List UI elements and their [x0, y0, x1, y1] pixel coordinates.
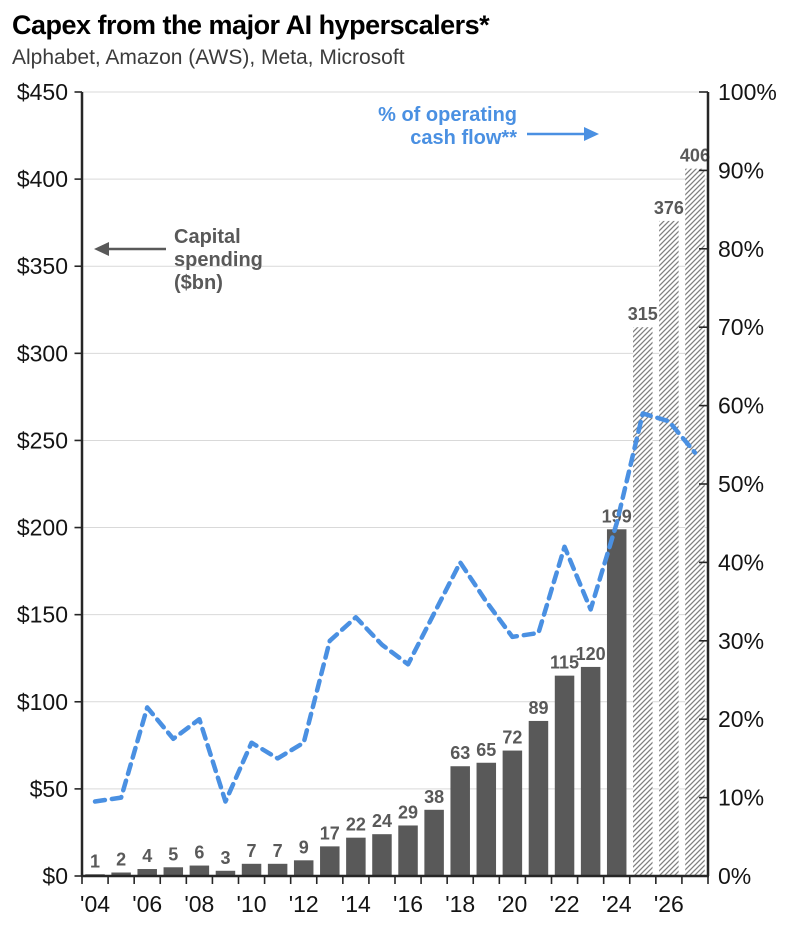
pct-cash-flow-line — [92, 411, 698, 804]
bar-value-label: 120 — [576, 644, 606, 664]
bar-value-label: 6 — [194, 843, 204, 863]
bar-value-label: 315 — [628, 304, 658, 324]
bar-2024 — [606, 529, 627, 876]
bar-value-label: 65 — [476, 740, 496, 760]
left-axis-label: $450 — [17, 79, 68, 105]
right-axis-label: 30% — [718, 628, 764, 654]
capital-spending-annotation: Capital spending ($bn) — [174, 226, 316, 295]
right-axis-label: 50% — [718, 471, 764, 497]
bar-2021 — [528, 720, 549, 876]
pct-cash-flow-label: % of operating cash flow** — [378, 104, 517, 149]
left-axis-label: $400 — [17, 166, 68, 192]
bar-value-label: 63 — [450, 743, 470, 763]
chart-subtitle: Alphabet, Amazon (AWS), Meta, Microsoft — [12, 46, 405, 69]
x-axis-label: '04 — [80, 891, 110, 917]
bar-value-label: 29 — [398, 802, 418, 822]
bar-value-label: 376 — [654, 198, 684, 218]
bar-value-label: 1 — [90, 851, 100, 871]
left-axis-label: $150 — [17, 602, 68, 628]
capital-spending-label: Capital spending ($bn) — [174, 226, 263, 294]
estimate-bar-2027 — [685, 168, 705, 876]
right-axis-label: 40% — [718, 549, 764, 575]
x-axis-label: '24 — [602, 891, 632, 917]
bar-value-label: 24 — [372, 811, 392, 831]
right-arrow-head — [584, 127, 599, 141]
left-axis-label: $300 — [17, 340, 68, 366]
x-axis-label: '06 — [132, 891, 162, 917]
left-axis-label: $50 — [30, 776, 68, 802]
right-axis-label: 100% — [718, 79, 777, 105]
left-axis-label: $200 — [17, 515, 68, 541]
bar-value-label: 2 — [116, 850, 126, 870]
x-axis-label: '26 — [654, 891, 684, 917]
capex-bars — [85, 168, 705, 876]
bar-2017 — [424, 809, 444, 876]
x-axis-label: '18 — [445, 891, 475, 917]
chart-title: Capex from the major AI hyperscalers* — [12, 10, 490, 40]
bar-value-label: 406 — [680, 146, 710, 166]
left-axis-label: $250 — [17, 427, 68, 453]
bar-2013 — [320, 846, 340, 876]
bar-value-label: 3 — [220, 848, 230, 868]
right-axis-label: 80% — [718, 236, 764, 262]
bar-2009 — [215, 870, 236, 876]
x-axis-label: '22 — [550, 891, 580, 917]
bar-value-label: 5 — [168, 844, 178, 864]
bar-2007 — [163, 867, 184, 876]
x-axis-label: '16 — [393, 891, 423, 917]
right-axis-label: 90% — [718, 157, 764, 183]
bar-value-label: 199 — [602, 506, 632, 526]
x-axis-label: '14 — [341, 891, 371, 917]
bar-2015 — [372, 834, 392, 876]
bar-value-label: 89 — [528, 698, 548, 718]
bar-2016 — [398, 825, 418, 876]
annotation-arrows — [94, 127, 599, 256]
left-axis-label: $100 — [17, 689, 68, 715]
left-arrow-head — [94, 242, 109, 256]
bar-value-label: 17 — [320, 823, 340, 843]
x-axis-label: '10 — [237, 891, 267, 917]
bar-value-label: 22 — [346, 815, 366, 835]
bar-value-label: 115 — [550, 653, 579, 673]
bar-2023 — [580, 666, 601, 876]
right-axis-label: 10% — [718, 785, 764, 811]
pct-cash-flow-annotation: % of operating cash flow** — [357, 104, 517, 150]
bar-2020 — [502, 750, 523, 876]
bar-value-label: 7 — [273, 841, 283, 861]
bar-2018 — [450, 766, 470, 876]
bar-2010 — [241, 863, 262, 876]
bar-2019 — [476, 762, 497, 876]
bar-2022 — [554, 675, 575, 876]
bar-value-label: 72 — [502, 728, 522, 748]
axes — [74, 91, 710, 884]
bar-2011 — [267, 863, 288, 876]
bar-2014 — [346, 837, 366, 876]
left-axis-label: $350 — [17, 253, 68, 279]
estimate-bar-2025 — [633, 327, 653, 876]
bar-value-label: 38 — [424, 787, 444, 807]
estimate-bar-2026 — [659, 220, 679, 876]
bar-2005 — [111, 872, 131, 876]
x-axis-label: '08 — [184, 891, 214, 917]
right-axis-label: 70% — [718, 314, 764, 340]
x-axis-label: '20 — [497, 891, 527, 917]
bar-value-label: 4 — [142, 846, 152, 866]
left-axis-label: $0 — [42, 863, 68, 889]
bar-2008 — [189, 865, 210, 876]
gridlines — [82, 91, 708, 790]
x-axis-label: '12 — [289, 891, 319, 917]
bar-value-label: 9 — [299, 837, 309, 857]
bar-2012 — [293, 860, 314, 876]
bar-value-label: 7 — [247, 841, 257, 861]
bar-2006 — [137, 869, 157, 876]
right-axis-label: 0% — [718, 863, 751, 889]
right-axis-label: 60% — [718, 393, 764, 419]
right-axis-label: 20% — [718, 706, 764, 732]
